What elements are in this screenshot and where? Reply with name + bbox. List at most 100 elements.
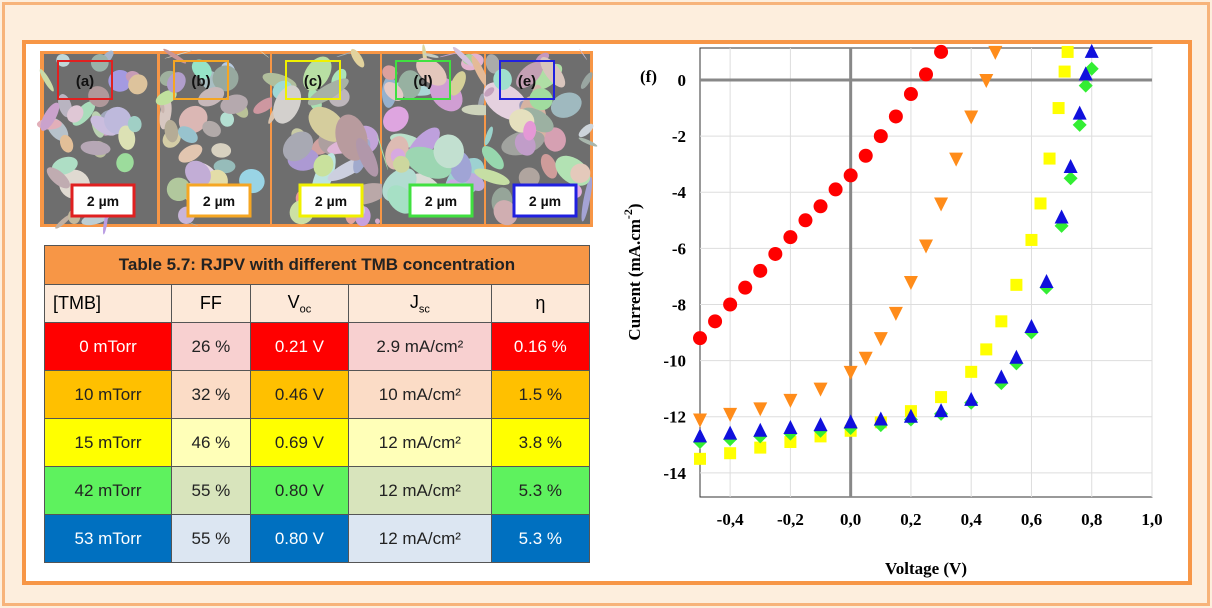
sem-grain [253,97,276,114]
y-tick-label: -4 [672,183,687,202]
sem-grain [213,159,236,174]
data-point [784,435,797,448]
sem-grain [540,57,566,88]
data-point [888,306,903,321]
x-tick-label: 0,6 [1021,510,1042,529]
table-cell: 12 mA/cm² [348,514,492,563]
header-text: η [535,293,546,313]
sem-grain [59,134,74,153]
table-row: 10 mTorr 32 % 0.46 V 10 mA/cm² 1.5 % [43,370,591,419]
data-point [708,314,723,329]
data-point [1084,43,1099,58]
sem-grain [579,48,588,61]
data-point [935,391,948,404]
data-point [1072,117,1087,132]
sem-grain [211,143,232,158]
data-point [1072,105,1087,120]
data-point [995,315,1008,328]
sem-grain [90,54,109,72]
data-point [783,393,798,408]
data-point [828,182,843,197]
table-cell: 3.8 % [490,418,591,467]
sem-grain [163,48,187,64]
sem-grain [313,154,334,177]
sem-grain [493,68,512,91]
sem-grain [550,92,582,118]
data-point [919,239,933,254]
sem-grain [220,111,235,127]
header-cell: [TMB] [43,284,173,323]
table-cell: 32 % [171,370,251,419]
data-point [724,447,737,460]
scale-bar-box [512,183,578,218]
x-tick-label: 1,0 [1141,510,1162,529]
x-tick-label: 0,0 [840,510,861,529]
panel-label-box [499,60,555,100]
panel-label: (c) [304,73,322,90]
panel-label: (d) [413,73,432,90]
panel-label: (e) [518,73,536,90]
y-axis-label: Current (mA.cm-2) [621,203,644,340]
data-point [723,407,738,422]
x-tick-label: 0,4 [961,510,983,529]
data-point [1063,158,1078,173]
sem-grain [155,90,177,106]
sem-grain [398,70,422,100]
table-cell: 0.80 V [249,466,350,515]
sem-grain [581,177,593,222]
table-cell: 0.46 V [249,370,350,419]
sem-grain [178,144,203,163]
table-cell: 0.69 V [249,418,350,467]
data-point [964,110,979,125]
sem-grain [128,74,148,95]
sem-grain [282,131,314,162]
data-point [1010,278,1023,291]
sem-grain [80,140,111,156]
header-text: V [287,291,300,312]
table-cell: 55 % [171,514,251,563]
table-cell: 0.80 V [249,514,350,563]
sem-grain [375,218,381,224]
data-point [988,45,1003,60]
data-point [723,297,738,312]
y-tick-label: 0 [678,71,687,90]
data-point [964,391,979,406]
sem-grain [212,65,239,92]
sem-grain [185,160,211,187]
sem-grain [580,72,593,89]
data-point [858,148,873,163]
data-point [1078,78,1093,93]
scale-bar-box [408,183,474,218]
sem-grain [202,120,221,138]
title-row: Table 5.7: RJPV with different TMB conce… [44,245,590,285]
sem-grain [186,221,199,226]
sem-grain [166,177,191,202]
table-cell: 55 % [171,466,251,515]
header-text: J [409,291,419,312]
y-tick-label: -12 [663,408,686,427]
sem-grain [578,137,598,147]
panel-label-box [173,60,229,100]
panel-label-box [57,60,113,100]
data-point [783,230,798,245]
data-point [768,246,783,261]
table-cell: 5.3 % [490,514,591,563]
sem-grain [474,168,510,186]
table-cell: 1.5 % [490,370,591,419]
sem-grain [88,86,110,108]
data-point [919,67,933,82]
sem-grain [392,155,410,173]
header-cell: η [490,284,591,323]
sem-grain [164,119,179,143]
x-axis-label: Voltage (V) [885,559,967,578]
x-tick-label: -0,2 [777,510,804,529]
data-point [1039,274,1054,289]
panel-label-box [395,60,451,100]
data-point [934,44,949,59]
scale-bar-box [186,183,252,218]
table-cell: 26 % [171,322,251,371]
sem-grain [471,55,489,88]
header-text: [TMB] [53,293,101,313]
sem-grain [66,105,84,123]
sem-grain [416,57,447,86]
